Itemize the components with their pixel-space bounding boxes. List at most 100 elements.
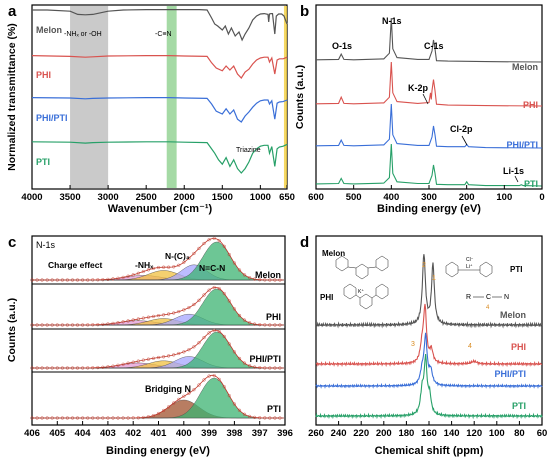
- panel-c-data-point: [80, 416, 85, 420]
- panel-c-data-point: [162, 355, 166, 359]
- panel-c-data-point: [121, 416, 125, 420]
- panel-c-data-point: [60, 416, 64, 420]
- panel-c-data-point: [172, 353, 176, 357]
- panel-c-data-point: [172, 265, 176, 269]
- panel-c-data-point: [141, 358, 145, 362]
- panel-d-pti-structure-label: PTI: [510, 265, 522, 274]
- panel-a-ticks: 4000 3500 3000 2500 2000 1500 1000 650: [21, 185, 295, 203]
- panel-c-data-point: [30, 323, 34, 327]
- panel-d-tick-label: 60: [537, 428, 548, 439]
- panel-d-series: [315, 254, 543, 420]
- panel-d-nitrile-number: 4: [486, 305, 490, 311]
- panel-a-tick-label: 3000: [98, 192, 119, 203]
- panel-b-tick-label: 300: [421, 192, 437, 203]
- panel-c-tick-label: 405: [49, 428, 66, 439]
- panel-c-data-point: [70, 366, 75, 370]
- panel-c-data-point: [111, 364, 115, 368]
- panel-c-data-point: [45, 278, 49, 282]
- panel-c-nhx-label: -NHₓ: [135, 260, 154, 270]
- panel-c-data-point: [268, 278, 272, 282]
- panel-c-data-point: [237, 313, 242, 318]
- panel-d-tick-label: 240: [331, 428, 347, 439]
- panel-c-data-point: [156, 355, 161, 360]
- panel-c-data-point: [75, 323, 80, 327]
- panel-b-ylabel: Counts (a.u.): [294, 65, 306, 129]
- panel-a-xlabel: Wavenumber (cm⁻¹): [108, 203, 213, 215]
- panel-a-series-label: PHI/PTI: [36, 113, 68, 123]
- panel-c-data-point: [258, 366, 262, 370]
- panel-c-data-point: [263, 366, 267, 370]
- panel-c-data-point: [207, 288, 211, 292]
- panel-b-tick-label: 200: [459, 192, 475, 203]
- panel-c-letter: c: [8, 234, 16, 251]
- panel-c-data-point: [222, 385, 226, 389]
- panel-b-series: [315, 17, 543, 187]
- panel-b-series-label: PTI: [524, 179, 538, 189]
- panel-c-tick-label: 406: [24, 428, 40, 439]
- panel-c-series: [30, 236, 285, 420]
- panel-b-series-labels: Melon PHI PHI/PTI PTI: [506, 62, 538, 189]
- panel-a-band1-label: -NHₓ or -OH: [64, 31, 102, 38]
- panel-d-series-label: PHI/PTI: [494, 369, 526, 379]
- panel-c-data-point: [273, 416, 277, 420]
- panel-c-data-point: [50, 366, 54, 370]
- pti-structure-drawing: [445, 261, 493, 278]
- panel-c-data-point: [106, 322, 110, 326]
- panel-c-data-point: [237, 408, 242, 412]
- panel-c-data-point: [212, 236, 216, 240]
- panel-c-data-point: [91, 416, 95, 420]
- panel-c-series-label: Melon: [255, 270, 281, 280]
- panel-d: 260 240 220 200 180 160 140 120 100 80 60 Melon PHI…: [300, 234, 547, 457]
- panel-c-data-point: [131, 416, 135, 420]
- panel-d-peak3-label: 3: [411, 341, 415, 348]
- panel-c-data-point: [75, 278, 80, 282]
- panel-c-data-point: [237, 268, 242, 272]
- panel-c-data-point: [126, 274, 130, 278]
- panel-d-series-melon: [315, 254, 543, 329]
- panel-c-data-point: [207, 374, 211, 378]
- panel-a-tick-label: 650: [279, 192, 295, 203]
- panel-c-data-point: [45, 416, 49, 420]
- panel-d-ticks: 260 240 220 200 180 160 140 120 100 80 60: [308, 421, 547, 439]
- panel-c-data-point: [141, 316, 145, 320]
- panel-a-series-label: PHI: [36, 70, 51, 80]
- panel-c-data-point: [121, 320, 125, 324]
- panel-c-data-point: [80, 323, 85, 327]
- panel-a-series-melon: [32, 9, 288, 42]
- panel-b-frame: [315, 4, 543, 190]
- panel-c-data-point: [86, 416, 90, 420]
- panel-c-data-point: [35, 323, 39, 327]
- panel-c-data-point: [192, 345, 196, 349]
- panel-c-data-point: [136, 359, 140, 363]
- panel-c-series-label: PHI: [266, 312, 281, 322]
- panel-a-band: [166, 6, 177, 188]
- panel-c-data-point: [248, 321, 252, 325]
- panel-c-data-point: [202, 241, 206, 246]
- panel-c-data-point: [65, 323, 69, 327]
- panel-a-series-label: Melon: [36, 25, 62, 35]
- panel-c-data-point: [75, 366, 80, 370]
- panel-c-data-point: [187, 391, 191, 395]
- panel-c-data-point: [268, 323, 272, 327]
- panel-c-data-point: [227, 299, 231, 303]
- panel-c-data-point: [242, 273, 247, 277]
- panel-c-data-point: [65, 278, 69, 282]
- panel-c-data-point: [60, 366, 64, 370]
- panel-a-series-label: PTI: [36, 157, 50, 167]
- panel-d-series-phi: [315, 303, 543, 368]
- panel-c-data-point: [197, 383, 201, 387]
- panel-d-xlabel: Chemical shift (ppm): [375, 445, 484, 457]
- panel-c-data-point: [217, 239, 221, 243]
- panel-c-xlabel: Binding energy (eV): [106, 445, 210, 457]
- panel-c-tick-label: 399: [201, 428, 217, 439]
- panel-c: 406 405 404 403 402 401 400 399 398 397 396 Melon P…: [6, 234, 293, 457]
- panel-c-data-point: [80, 366, 85, 370]
- panel-c-series-label: PHI/PTI: [249, 354, 281, 364]
- panel-c-data-point: [96, 323, 100, 327]
- panel-c-data-point: [40, 366, 44, 370]
- panel-d-tick-label: 140: [444, 428, 460, 439]
- panel-c-data-point: [162, 265, 166, 269]
- panel-c-data-point: [151, 414, 155, 418]
- panel-b-ticks: 600 500 400 300 200 100 0: [308, 185, 545, 203]
